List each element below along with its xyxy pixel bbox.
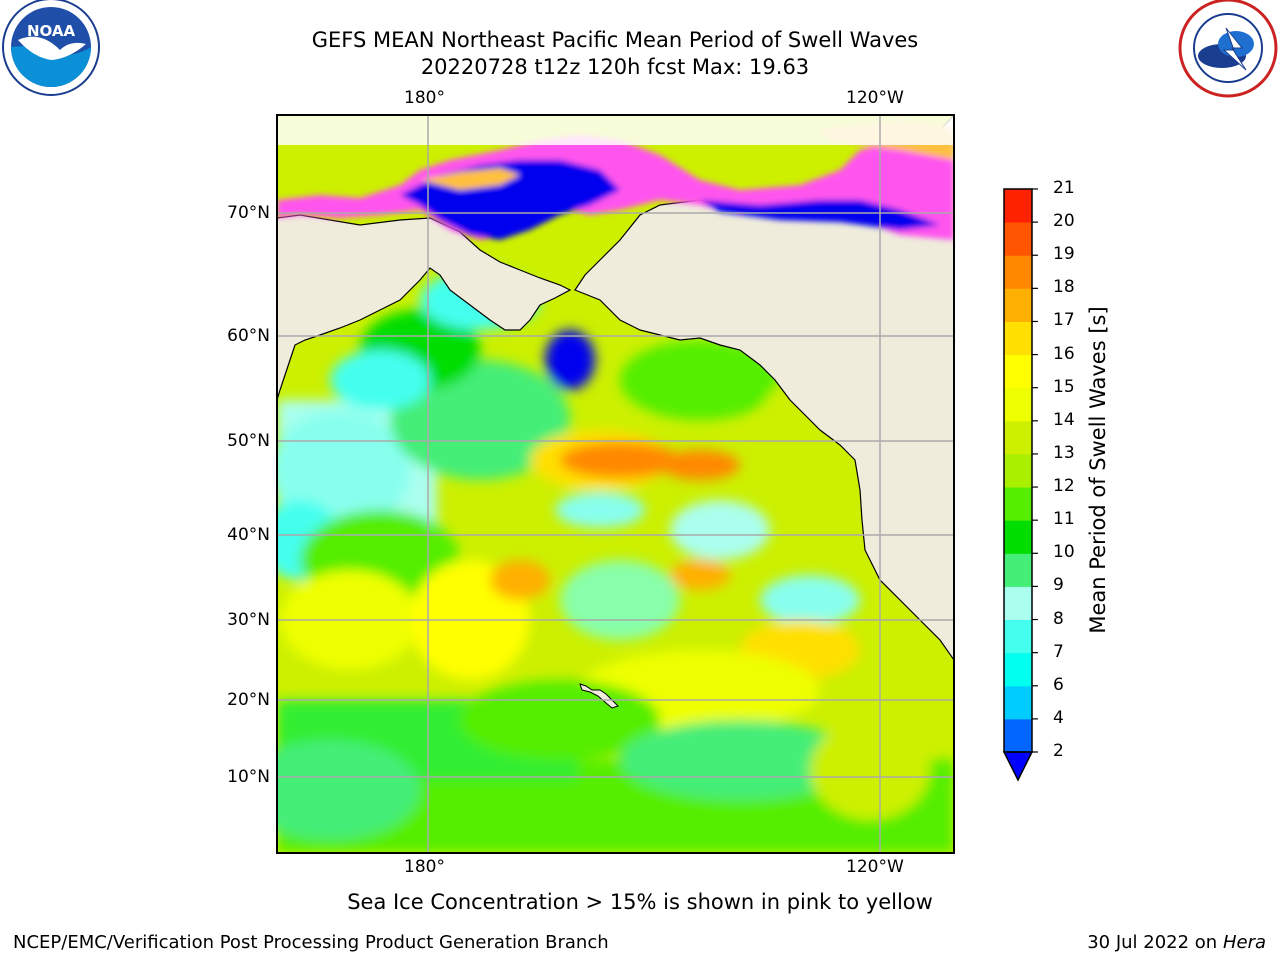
lat-label-30n: 30°N [227,610,270,630]
footer-right: 30 Jul 2022 on Hera [1087,932,1266,953]
lat-label-60n: 60°N [227,326,270,346]
lat-label-50n: 50°N [227,431,270,451]
colorbar-segment [1004,387,1032,422]
colorbar-segment [1004,619,1032,654]
colorbar-tick-label: 16 [1053,343,1075,364]
colorbar-tick-label: 19 [1053,244,1075,265]
figure-subtitle: 20220728 t12z 120h fcst Max: 19.63 [420,55,810,79]
colorbar-tick-label: 13 [1053,442,1075,463]
lat-label-70n: 70°N [227,203,270,223]
colorbar-segment [1004,553,1032,587]
colorbar-tick-label: 15 [1053,376,1075,397]
svg-text:NOAA: NOAA [27,22,76,40]
colorbar-segment [1004,222,1032,256]
colorbar-segment [1004,420,1032,455]
colorbar-segment [1004,321,1032,356]
colorbar-segment [1004,718,1032,753]
colorbar-extend-triangle [1002,751,1034,782]
map-panel [277,115,954,853]
footer-left: NCEP/EMC/Verification Post Processing Pr… [13,932,609,953]
colorbar-segment [1004,189,1032,223]
colorbar-segment [1004,255,1032,289]
sea-ice-note: Sea Ice Concentration > 15% is shown in … [347,890,933,914]
colorbar-tick-label: 4 [1053,707,1064,728]
nws-logo-icon [1178,0,1278,98]
noaa-logo-icon: NOAA [2,0,100,96]
map-frame [276,114,955,854]
colorbar-tick-label: 7 [1053,641,1064,662]
colorbar-segment [1004,354,1032,389]
lat-label-40n: 40°N [227,525,270,545]
colorbar-tick-label: 17 [1053,310,1075,331]
lat-label-20n: 20°N [227,690,270,710]
colorbar-segment [1004,520,1032,554]
figure-title: GEFS MEAN Northeast Pacific Mean Period … [311,28,919,52]
colorbar-tick-label: 21 [1053,178,1075,198]
colorbar-tick-label: 8 [1053,608,1064,629]
colorbar [1002,188,1038,782]
colorbar-tick-label: 9 [1053,575,1064,596]
colorbar-segment [1004,586,1032,621]
colorbar-tick-label: 6 [1053,674,1064,695]
colorbar-segment [1004,453,1032,488]
footer-machine: Hera [1222,932,1266,953]
colorbar-segment [1004,487,1032,521]
colorbar-tick-label: 10 [1053,542,1075,563]
footer-date: 30 Jul 2022 on [1087,932,1218,953]
lon-label-bottom-120w: 120°W [846,857,904,877]
colorbar-segment [1004,652,1032,687]
colorbar-tick-label: 20 [1053,211,1075,232]
colorbar-segment [1004,288,1032,322]
colorbar-tick-label: 11 [1053,509,1075,530]
colorbar-tick-label: 2 [1053,741,1064,761]
colorbar-segment [1004,685,1032,720]
colorbar-tick-label: 12 [1053,476,1075,497]
lon-label-bottom-180: 180° [404,857,445,877]
lat-label-10n: 10°N [227,767,270,787]
lon-label-top-120w: 120°W [846,88,904,108]
colorbar-tick-label: 14 [1053,409,1075,430]
lon-label-top-180: 180° [404,88,445,108]
map-gridlines [277,115,954,853]
colorbar-label: Mean Period of Swell Waves [s] [1086,306,1110,634]
colorbar-tick-label: 18 [1053,277,1075,298]
colorbar-frame [1003,188,1033,753]
